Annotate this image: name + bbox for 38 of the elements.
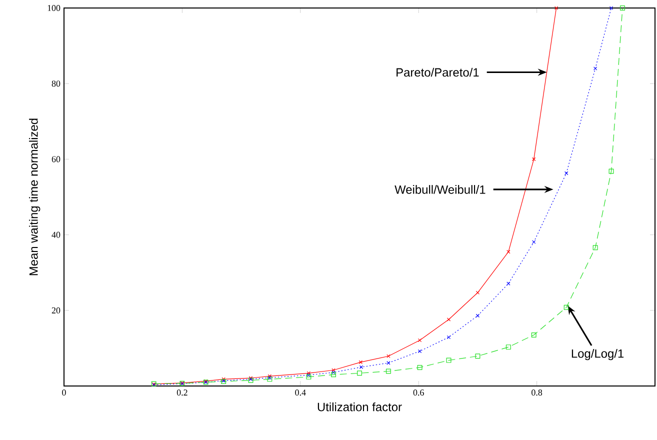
point	[592, 245, 598, 250]
point	[386, 368, 391, 374]
point	[506, 344, 511, 350]
annotation: Pareto/Pareto/1	[396, 68, 479, 77]
point	[306, 374, 312, 380]
x-axis-title: Utilization factor	[318, 402, 402, 412]
y-axis-title: Mean waiting time normalized	[29, 118, 40, 276]
y-tick-label: 20	[52, 307, 60, 314]
x-tick-label: 0.2	[176, 390, 188, 396]
point	[446, 358, 452, 363]
point	[564, 304, 569, 310]
point	[418, 349, 422, 354]
x-tick-label: 0.8	[532, 390, 542, 396]
point	[359, 365, 364, 369]
point	[620, 6, 625, 10]
annotation: Weibull/Weibull/1	[394, 185, 486, 194]
x-tick-label: 0.6	[413, 390, 424, 396]
y-tick-label: 80	[52, 80, 60, 87]
point	[476, 290, 480, 294]
point	[331, 372, 336, 378]
point	[609, 6, 614, 10]
point	[532, 240, 536, 244]
point	[593, 66, 598, 70]
y-tick-label: 100	[48, 4, 60, 12]
point	[357, 370, 362, 376]
y-tick-label: 40	[52, 232, 60, 238]
point	[608, 168, 614, 174]
point	[418, 338, 422, 342]
point	[417, 364, 422, 370]
x-tick-label: 0	[62, 390, 66, 396]
point	[386, 354, 390, 358]
point	[446, 318, 451, 322]
point	[531, 332, 536, 338]
point	[475, 354, 480, 359]
point	[506, 250, 510, 254]
y-tick-label: 60	[52, 156, 60, 162]
x-tick-label: 0.4	[295, 390, 306, 396]
annotation: Log/Log/1	[572, 349, 624, 360]
